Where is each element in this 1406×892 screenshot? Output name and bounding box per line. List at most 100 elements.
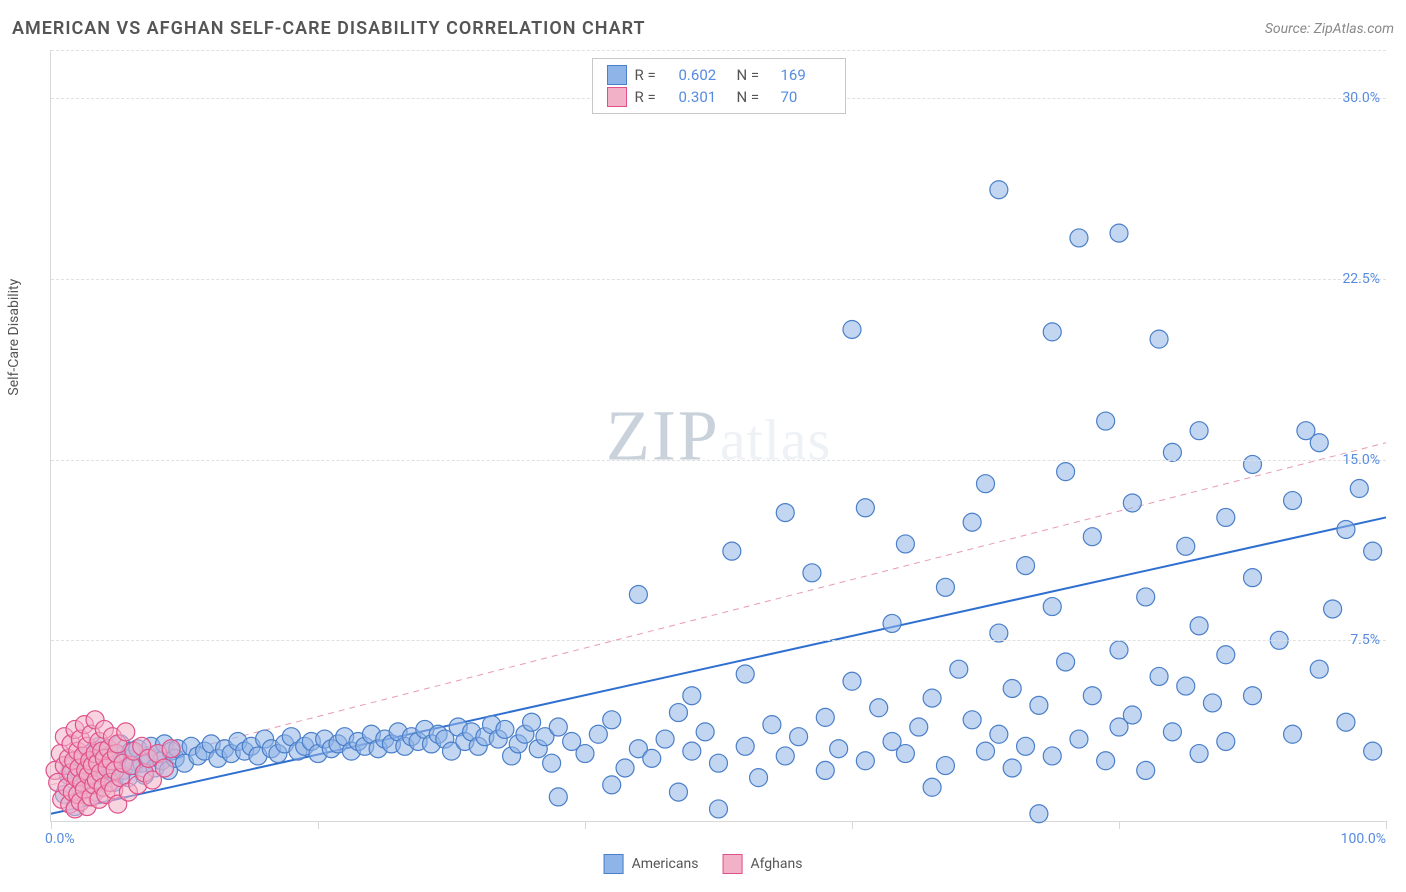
trend-line	[51, 443, 1386, 785]
scatter-point	[736, 665, 754, 683]
legend-series-label: Americans	[632, 856, 699, 872]
scatter-point	[1244, 569, 1262, 587]
scatter-point	[496, 720, 514, 738]
scatter-point	[856, 752, 874, 770]
scatter-point	[1190, 422, 1208, 440]
scatter-point	[1070, 730, 1088, 748]
scatter-point	[1017, 557, 1035, 575]
scatter-point	[883, 614, 901, 632]
scatter-point	[616, 759, 634, 777]
scatter-point	[936, 578, 954, 596]
plot-area: ZIPatlas R =0.602 N =169 R =0.301 N =70 …	[50, 50, 1386, 822]
source-label: Source: ZipAtlas.com	[1265, 21, 1394, 37]
scatter-point	[629, 586, 647, 604]
scatter-point	[1003, 759, 1021, 777]
scatter-point	[1337, 713, 1355, 731]
scatter-point	[1110, 224, 1128, 242]
y-tick-label: 7.5%	[1350, 632, 1380, 648]
scatter-point	[1244, 455, 1262, 473]
scatter-point	[843, 320, 861, 338]
scatter-point	[1057, 463, 1075, 481]
scatter-point	[669, 783, 687, 801]
scatter-point	[1097, 412, 1115, 430]
scatter-point	[549, 788, 567, 806]
scatter-point	[1150, 330, 1168, 348]
scatter-point	[816, 761, 834, 779]
series-legend: AmericansAfghans	[604, 854, 803, 874]
scatter-point	[1190, 745, 1208, 763]
legend-n-label: N =	[737, 88, 773, 106]
chart-container: AMERICAN VS AFGHAN SELF-CARE DISABILITY …	[0, 0, 1406, 892]
scatter-point	[1324, 600, 1342, 618]
scatter-point	[910, 718, 928, 736]
scatter-point	[830, 740, 848, 758]
scatter-point	[1177, 537, 1195, 555]
scatter-point	[763, 716, 781, 734]
scatter-point	[589, 725, 607, 743]
scatter-point	[1043, 747, 1061, 765]
scatter-point	[543, 754, 561, 772]
scatter-point	[990, 725, 1008, 743]
scatter-point	[710, 800, 728, 818]
scatter-point	[870, 699, 888, 717]
scatter-point	[896, 535, 914, 553]
y-axis-label: Self-Care Disability	[6, 279, 22, 396]
scatter-point	[643, 749, 661, 767]
scatter-point	[1190, 617, 1208, 635]
scatter-point	[1310, 434, 1328, 452]
scatter-point	[923, 689, 941, 707]
scatter-point	[1150, 667, 1168, 685]
scatter-point	[856, 499, 874, 517]
legend-r-value: 0.301	[679, 88, 729, 106]
y-tick-label: 22.5%	[1342, 271, 1380, 287]
scatter-point	[990, 181, 1008, 199]
x-tick-label: 0.0%	[45, 831, 75, 847]
scatter-point	[1083, 528, 1101, 546]
scatter-point	[963, 513, 981, 531]
scatter-point	[1137, 588, 1155, 606]
scatter-point	[1110, 641, 1128, 659]
stats-legend: R =0.602 N =169 R =0.301 N =70	[592, 58, 846, 114]
legend-swatch	[722, 854, 742, 874]
scatter-point	[736, 737, 754, 755]
scatter-point	[843, 672, 861, 690]
scatter-point	[1217, 508, 1235, 526]
scatter-point	[1177, 677, 1195, 695]
scatter-point	[603, 776, 621, 794]
scatter-point	[710, 754, 728, 772]
scatter-point	[683, 687, 701, 705]
scatter-point	[816, 708, 834, 726]
scatter-point	[1284, 492, 1302, 510]
scatter-point	[162, 740, 180, 758]
legend-r-label: R =	[635, 88, 671, 106]
scatter-svg	[51, 50, 1386, 821]
scatter-point	[776, 747, 794, 765]
scatter-point	[669, 704, 687, 722]
scatter-point	[1217, 646, 1235, 664]
scatter-point	[1284, 725, 1302, 743]
scatter-point	[1030, 805, 1048, 823]
scatter-point	[696, 723, 714, 741]
scatter-point	[950, 660, 968, 678]
y-tick-label: 15.0%	[1342, 452, 1380, 468]
scatter-point	[963, 711, 981, 729]
scatter-point	[1364, 542, 1382, 560]
scatter-point	[1137, 761, 1155, 779]
legend-swatch	[604, 854, 624, 874]
scatter-point	[1244, 687, 1262, 705]
legend-r-label: R =	[635, 66, 671, 84]
scatter-point	[549, 718, 567, 736]
scatter-point	[1123, 706, 1141, 724]
scatter-point	[117, 723, 135, 741]
scatter-point	[656, 730, 674, 748]
scatter-point	[1043, 323, 1061, 341]
legend-n-value: 169	[781, 66, 831, 84]
scatter-point	[1030, 696, 1048, 714]
y-tick-label: 30.0%	[1342, 90, 1380, 106]
scatter-point	[750, 769, 768, 787]
legend-n-value: 70	[781, 88, 831, 106]
scatter-point	[1310, 660, 1328, 678]
scatter-point	[1123, 494, 1141, 512]
scatter-point	[1070, 229, 1088, 247]
scatter-point	[155, 759, 173, 777]
